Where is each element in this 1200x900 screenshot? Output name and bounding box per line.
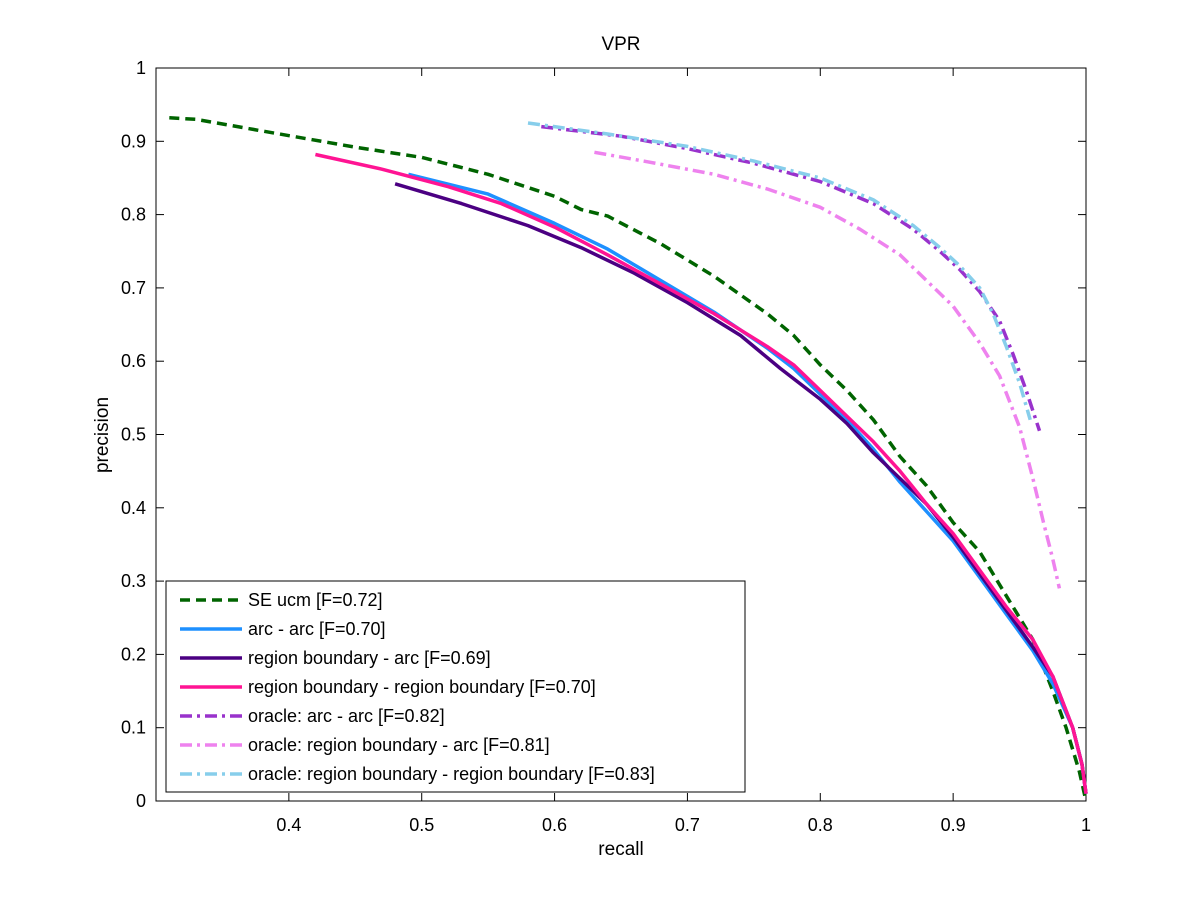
x-tick-label: 0.7 bbox=[675, 815, 700, 835]
y-axis-ticks: 0 0.1 0.2 0.3 0.4 0.5 0.6 0.7 0.8 0.9 1 bbox=[121, 58, 1086, 811]
series-line-7 bbox=[527, 121, 1032, 421]
x-tick-label: 1 bbox=[1081, 815, 1091, 835]
y-tick-label: 1 bbox=[136, 58, 146, 78]
x-axis-label: recall bbox=[598, 839, 643, 860]
y-axis-label: precision bbox=[92, 397, 113, 473]
chart-title: VPR bbox=[601, 34, 640, 55]
y-tick-label: 0.5 bbox=[121, 425, 146, 445]
x-tick-label: 0.5 bbox=[409, 815, 434, 835]
legend: SE ucm [F=0.72] arc - arc [F=0.70] region … bbox=[165, 580, 746, 793]
x-tick-label: 0.4 bbox=[276, 815, 301, 835]
series-line-5 bbox=[541, 124, 1042, 432]
y-tick-label: 0.7 bbox=[121, 278, 146, 298]
y-tick-label: 0.6 bbox=[121, 351, 146, 371]
y-tick-label: 0 bbox=[136, 791, 146, 811]
y-tick-label: 0.1 bbox=[121, 718, 146, 738]
x-tick-label: 0.9 bbox=[941, 815, 966, 835]
legend-label-1: SE ucm [F=0.72] bbox=[248, 590, 383, 610]
y-tick-label: 0.9 bbox=[121, 131, 146, 151]
series-layer bbox=[169, 116, 1088, 802]
legend-label-2: arc - arc [F=0.70] bbox=[248, 619, 386, 639]
y-tick-label: 0.8 bbox=[121, 205, 146, 225]
y-tick-label: 0.2 bbox=[121, 644, 146, 664]
legend-label-7: oracle: region boundary - region boundar… bbox=[248, 764, 655, 784]
legend-label-5: oracle: arc - arc [F=0.82] bbox=[248, 706, 445, 726]
x-tick-label: 0.8 bbox=[808, 815, 833, 835]
x-tick-label: 0.6 bbox=[542, 815, 567, 835]
y-tick-label: 0.4 bbox=[121, 498, 146, 518]
x-axis-ticks: 0.4 0.5 0.6 0.7 0.8 0.9 1 bbox=[276, 68, 1091, 835]
legend-label-6: oracle: region boundary - arc [F=0.81] bbox=[248, 735, 550, 755]
series-line-6 bbox=[594, 150, 1062, 589]
legend-box bbox=[165, 580, 746, 793]
y-tick-label: 0.3 bbox=[121, 571, 146, 591]
series-line-1 bbox=[169, 116, 1088, 802]
series-line-4 bbox=[315, 152, 1088, 794]
legend-label-3: region boundary - arc [F=0.69] bbox=[248, 648, 491, 668]
legend-label-4: region boundary - region boundary [F=0.7… bbox=[248, 677, 596, 697]
series-line-2 bbox=[407, 172, 1088, 794]
